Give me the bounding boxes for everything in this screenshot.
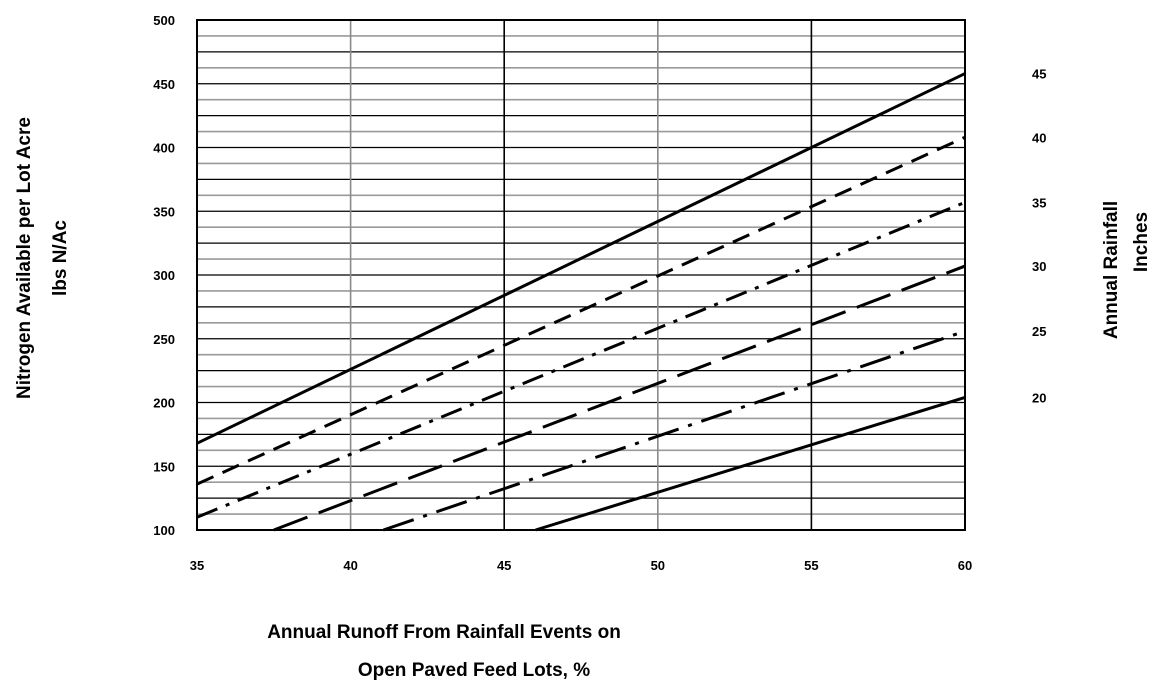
y-tick-label: 500 [153,13,175,28]
rainfall-series-label: 45 [1032,67,1046,82]
rainfall-series-label: 30 [1032,259,1046,274]
x-tick-label: 45 [497,558,511,573]
y-tick-label: 200 [153,396,175,411]
x-tick-label: 50 [651,558,665,573]
rainfall-series-label: 20 [1032,390,1046,405]
y-tick-label: 450 [153,77,175,92]
y-tick-label: 300 [153,268,175,283]
series-lines [196,72,966,532]
x-tick-label: 40 [343,558,357,573]
rainfall-series-label: 40 [1032,130,1046,145]
series-rainfall-labels: 45 40 35 30 25 20 [1032,67,1046,406]
rainfall-series-label: 25 [1032,324,1046,339]
y-tick-label: 250 [153,332,175,347]
x-tick-label: 55 [804,558,818,573]
y-tick-label: 400 [153,141,175,156]
grid [197,20,965,530]
y-tick-label: 150 [153,459,175,474]
x-tick-label: 60 [958,558,972,573]
x-tick-label: 35 [190,558,204,573]
rainfall-series-label: 35 [1032,195,1046,210]
series-line [196,72,966,445]
y-axis-title-line2: lbs N/Ac [50,220,71,296]
y-tick-label: 350 [153,204,175,219]
series-line [535,395,966,532]
y2-axis-title-line1: Annual Rainfall [1101,201,1122,339]
x-axis-title-line1: Annual Runoff From Rainfall Events on [267,622,621,643]
y-tick-label: 100 [153,523,175,538]
y2-axis-title-line2: Inches [1131,212,1152,272]
series-line [273,264,966,532]
y-tick-labels: 100 150 200 250 300 350 400 450 500 [153,13,175,538]
plot-frame [196,19,966,531]
series-line [196,135,966,486]
series-line [382,329,966,532]
x-axis-title-line2: Open Paved Feed Lots, % [358,660,590,681]
x-tick-labels: 35 40 45 50 55 60 [190,558,972,573]
y-axis-title-line1: Nitrogen Available per Lot Acre [14,117,35,399]
series-line [196,200,966,519]
